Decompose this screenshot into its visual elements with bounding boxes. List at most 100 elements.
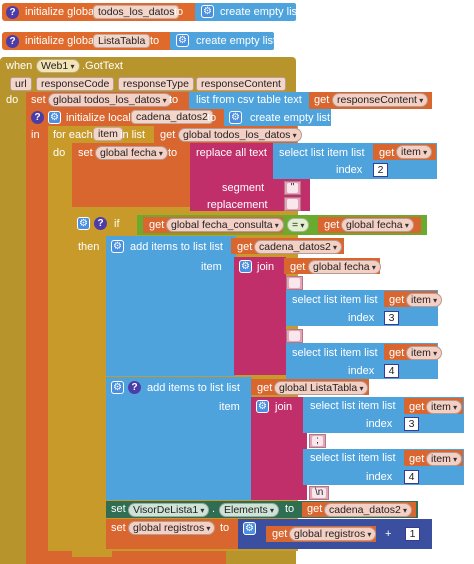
set-variable-dropdown[interactable]: global fecha (95, 146, 168, 160)
get-variable-dropdown[interactable]: global fecha (308, 260, 381, 274)
gear-icon[interactable]: ⚙ (201, 5, 214, 18)
replace-all-text-label: replace all text (196, 147, 267, 159)
gear-icon[interactable]: ⚙ (256, 400, 269, 413)
join-block-1[interactable] (234, 257, 286, 375)
segment-value[interactable]: " (287, 183, 298, 193)
number-value[interactable]: 1 (405, 527, 420, 541)
gear-icon[interactable]: ⚙ (111, 381, 124, 394)
get-label: get (290, 261, 306, 273)
create-empty-list-block[interactable] (195, 3, 296, 21)
then-label: then (78, 241, 100, 253)
get-variable-dropdown[interactable]: item (426, 400, 463, 414)
index-number[interactable]: 3 (404, 417, 419, 431)
to-label: to (220, 522, 230, 534)
select-list-item-label: select list item list (292, 294, 378, 306)
index-label: index (336, 164, 363, 176)
index-number[interactable]: 3 (384, 311, 399, 325)
get-label: get (324, 219, 340, 231)
get-label: get (257, 382, 273, 394)
component-dropdown[interactable]: VisorDeLista1 (128, 503, 210, 517)
get-variable-dropdown[interactable]: global fecha (341, 218, 414, 232)
set-label: set (111, 503, 126, 515)
get-variable-dropdown[interactable]: global fecha_consulta (166, 218, 284, 232)
to-label: to (285, 503, 295, 515)
add-items-label: add items to list list (147, 382, 240, 394)
variable-name-field[interactable]: ListaTabla (93, 34, 151, 48)
get-variable-dropdown[interactable]: item (426, 452, 463, 466)
question-icon[interactable]: ? (31, 111, 44, 124)
if-block-footer (72, 551, 112, 557)
index-label: index (348, 365, 375, 377)
param-responsecode[interactable]: responseCode (36, 77, 115, 91)
get-variable-dropdown[interactable]: cadena_datos2 (324, 503, 413, 517)
local-name-field[interactable]: cadena_datos2 (131, 110, 213, 124)
gear-icon[interactable]: ⚙ (77, 217, 90, 230)
join-label: join (257, 261, 275, 273)
replacement-value[interactable] (287, 199, 298, 209)
join-block-2[interactable] (251, 397, 307, 500)
gear-icon[interactable]: ⚙ (243, 522, 256, 535)
get-variable-dropdown[interactable]: item (406, 346, 443, 360)
get-label: get (272, 528, 288, 540)
separator-value[interactable]: ; (312, 436, 323, 446)
separator-string[interactable]: ; (309, 434, 326, 448)
question-icon[interactable]: ? (6, 6, 19, 19)
get-label: get (379, 147, 395, 159)
replacement-string[interactable] (284, 197, 301, 211)
segment-string[interactable]: " (284, 181, 301, 195)
get-variable-dropdown[interactable]: global todos_los_datos (178, 128, 302, 142)
item-variable-field[interactable]: item (93, 127, 123, 141)
newline-string[interactable]: \n (309, 486, 330, 500)
index-label: index (366, 418, 393, 430)
get-label: get (237, 241, 253, 253)
question-icon[interactable]: ? (94, 217, 107, 230)
set-label: set (111, 522, 126, 534)
question-icon[interactable]: ? (6, 35, 19, 48)
compare-operator-dropdown[interactable]: = (287, 218, 310, 232)
string-value[interactable] (289, 331, 300, 341)
select-list-item-label: select list item list (310, 400, 396, 412)
add-items-block-1[interactable] (106, 236, 236, 376)
index-number[interactable]: 4 (404, 470, 419, 484)
get-label: get (409, 453, 425, 465)
get-variable-dropdown[interactable]: global ListaTabla (274, 381, 369, 395)
gear-icon[interactable]: ⚙ (239, 260, 252, 273)
do-label: do (53, 147, 66, 159)
component-dropdown[interactable]: Web1 (36, 59, 80, 73)
property-dropdown[interactable]: Elements (219, 503, 280, 517)
text-string[interactable] (286, 329, 303, 343)
if-body-slot (100, 236, 106, 551)
newline-value[interactable]: \n (312, 488, 327, 498)
create-empty-list-block[interactable] (170, 32, 274, 50)
to-label: to (168, 147, 178, 159)
add-items-block-2[interactable] (106, 377, 252, 500)
set-variable-dropdown[interactable]: global todos_los_datos (48, 93, 172, 107)
text-string[interactable] (286, 276, 303, 290)
do-label: do (6, 94, 19, 106)
param-responsecontent[interactable]: responseContent (196, 77, 286, 91)
get-variable-dropdown[interactable]: global registros (289, 527, 377, 541)
question-icon[interactable]: ? (128, 381, 141, 394)
get-label: get (389, 294, 405, 306)
get-variable-dropdown[interactable]: item (396, 145, 433, 159)
index-number[interactable]: 2 (373, 163, 388, 177)
list-from-csv-label: list from csv table text (196, 94, 302, 106)
get-variable-dropdown[interactable]: cadena_datos2 (254, 240, 343, 254)
index-number[interactable]: 4 (384, 364, 399, 378)
param-responsetype[interactable]: responseType (118, 77, 194, 91)
select-list-item-label: select list item list (310, 452, 396, 464)
for-each-label: for each (53, 129, 93, 141)
gear-icon[interactable]: ⚙ (111, 240, 124, 253)
item-label: item (219, 401, 240, 413)
event-name: .GotText (82, 60, 123, 72)
param-url[interactable]: url (10, 77, 32, 91)
gear-icon[interactable]: ⚙ (48, 111, 61, 124)
set-variable-dropdown[interactable]: global registros (128, 521, 216, 535)
get-variable-dropdown[interactable]: item (406, 293, 443, 307)
get-variable-dropdown[interactable]: responseContent (332, 93, 429, 107)
gear-icon[interactable]: ⚙ (176, 34, 189, 47)
create-empty-list-block[interactable] (224, 109, 331, 126)
string-value[interactable] (289, 278, 300, 288)
variable-name-field[interactable]: todos_los_datos (93, 5, 180, 19)
gear-icon[interactable]: ⚙ (229, 111, 242, 124)
